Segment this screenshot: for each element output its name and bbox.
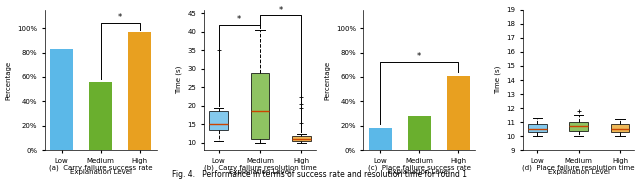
Text: (c)  Place failure success rate: (c) Place failure success rate xyxy=(368,165,471,171)
PathPatch shape xyxy=(251,73,269,139)
Bar xyxy=(128,31,152,150)
PathPatch shape xyxy=(611,124,629,132)
PathPatch shape xyxy=(209,111,228,130)
Y-axis label: Time (s): Time (s) xyxy=(175,66,182,94)
X-axis label: Explanation Level: Explanation Level xyxy=(70,169,132,175)
Text: (b)  Carry failure resolution time: (b) Carry failure resolution time xyxy=(204,165,316,171)
Bar xyxy=(447,76,470,150)
Text: *: * xyxy=(237,15,241,24)
X-axis label: Explanation Level: Explanation Level xyxy=(548,169,610,175)
Y-axis label: Time (s): Time (s) xyxy=(494,66,500,94)
Y-axis label: Percentage: Percentage xyxy=(324,60,330,100)
X-axis label: Explanation Level: Explanation Level xyxy=(229,169,291,175)
Text: Fig. 4.   Performance in terms of success rate and resolution time for round 1: Fig. 4. Performance in terms of success … xyxy=(173,170,467,179)
Bar xyxy=(89,82,113,150)
Text: *: * xyxy=(417,52,421,61)
PathPatch shape xyxy=(570,122,588,131)
Text: *: * xyxy=(278,6,283,15)
Text: *: * xyxy=(118,13,122,22)
Bar xyxy=(50,49,74,150)
X-axis label: Explanation Level: Explanation Level xyxy=(388,169,451,175)
Text: (a)  Carry failure success rate: (a) Carry failure success rate xyxy=(49,165,152,171)
PathPatch shape xyxy=(292,136,311,141)
Bar xyxy=(369,128,392,150)
Y-axis label: Percentage: Percentage xyxy=(6,60,12,100)
Bar xyxy=(408,116,431,150)
PathPatch shape xyxy=(528,124,547,132)
Text: (d)  Place failure resolution time: (d) Place failure resolution time xyxy=(522,165,635,171)
